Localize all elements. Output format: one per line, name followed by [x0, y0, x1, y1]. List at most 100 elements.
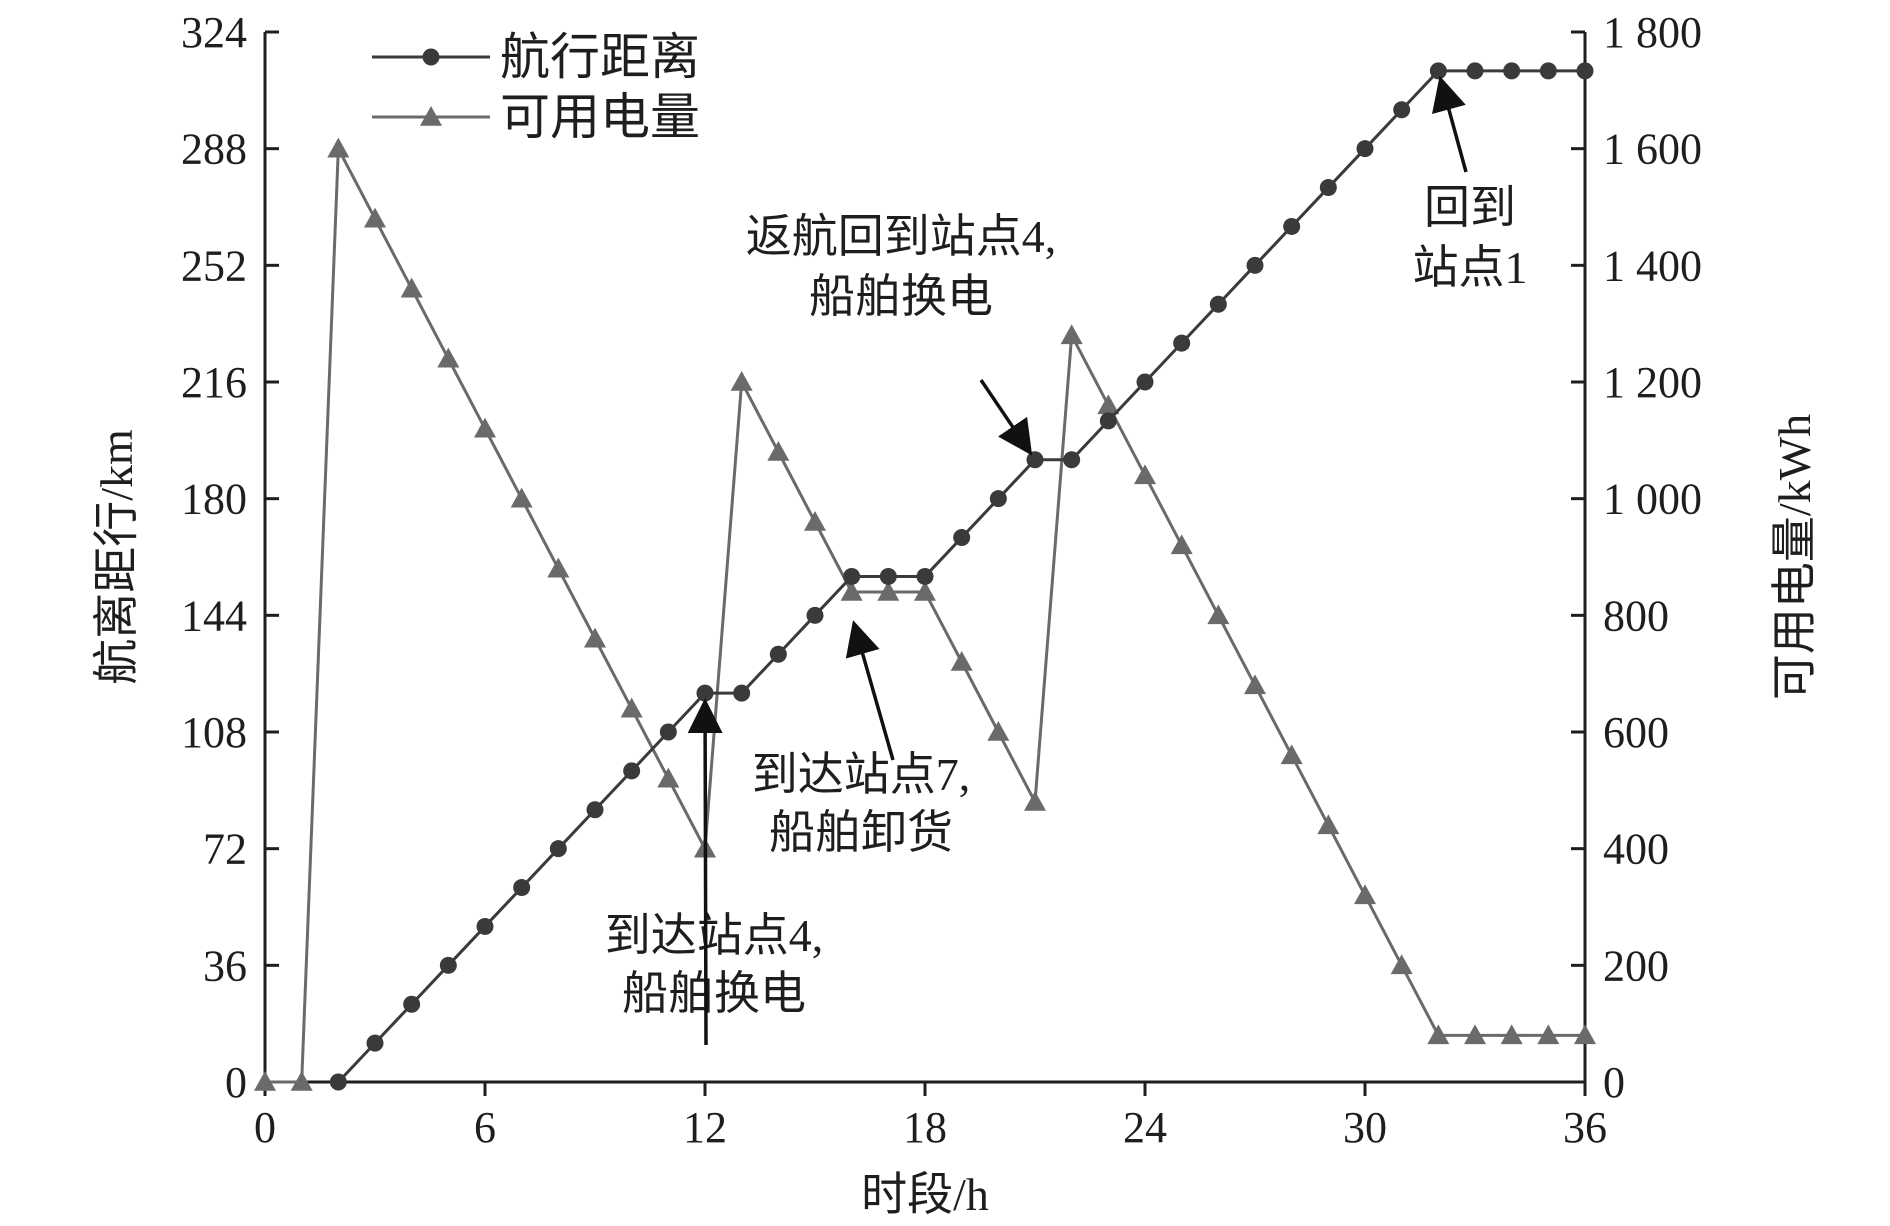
data-point [1283, 217, 1301, 235]
left-y-tick-label: 324 [181, 8, 247, 57]
data-point [1464, 1024, 1486, 1045]
annotation-text: 到达站点7, [752, 749, 971, 800]
data-point [1427, 1024, 1450, 1045]
data-point [547, 557, 570, 578]
data-point [1539, 62, 1557, 80]
series-layer [254, 62, 1596, 1091]
series-distance [329, 62, 1594, 1091]
annotation: 到达站点4, 船舶换电 [605, 698, 824, 1046]
annotation-text: 到达站点4, [605, 910, 824, 961]
left-y-tick-label: 108 [181, 708, 247, 757]
x-tick-label: 18 [903, 1103, 947, 1152]
data-point [1576, 62, 1594, 80]
data-point [953, 529, 971, 547]
data-point [1134, 464, 1156, 485]
data-point [843, 567, 861, 585]
x-tick-label: 12 [683, 1103, 727, 1152]
right-y-tick-label: 0 [1603, 1058, 1625, 1107]
annotation-arrow [1432, 75, 1468, 173]
data-point [403, 995, 421, 1013]
data-point [400, 277, 423, 298]
data-point [916, 567, 934, 585]
legend-marker [422, 48, 440, 66]
annotation-arrow [845, 620, 895, 761]
data-point [366, 1034, 384, 1052]
data-point [364, 207, 386, 228]
data-point [659, 723, 677, 741]
right-y-tick-label: 400 [1603, 825, 1669, 874]
right-y-tick-label: 800 [1603, 591, 1669, 640]
data-point [879, 567, 897, 585]
data-point [584, 627, 606, 648]
axes-layer: 0 6 12 18 24 30 360367210814418021625228832402… [91, 8, 1820, 1220]
left-y-axis-label: 航离距行/km [91, 429, 142, 685]
data-point [1207, 604, 1230, 625]
data-point [1209, 295, 1227, 313]
annotation: 到达站点7, 船舶卸货 [752, 620, 971, 858]
data-point [623, 762, 641, 780]
data-point [1173, 334, 1191, 352]
data-point [1319, 179, 1337, 197]
legend-item: 可用电量 [372, 89, 700, 145]
data-point [1390, 954, 1413, 975]
data-point [1024, 791, 1046, 811]
data-point [1099, 412, 1117, 430]
left-y-tick-label: 0 [225, 1058, 247, 1107]
data-point [437, 347, 460, 368]
data-point [1466, 62, 1484, 80]
annotation: 返航回到站点4, 船舶换电 [746, 211, 1056, 456]
data-point [1574, 1024, 1596, 1045]
data-point [1136, 373, 1154, 391]
data-point [987, 721, 1010, 741]
data-point [806, 606, 824, 624]
data-point [733, 684, 751, 702]
left-y-tick-label: 144 [181, 591, 247, 640]
data-point [1500, 1024, 1523, 1045]
legend-marker [420, 106, 442, 126]
data-point [1060, 324, 1083, 345]
data-point [474, 417, 496, 438]
x-axis-label: 时段/h [861, 1169, 989, 1220]
data-point [1280, 744, 1303, 765]
right-y-tick-label: 1 600 [1603, 125, 1702, 174]
data-point [510, 487, 533, 508]
annotation-text: 站点1 [1413, 242, 1528, 293]
data-point [1170, 534, 1193, 555]
annotation-text: 回到 [1424, 182, 1516, 233]
right-y-tick-label: 1 000 [1603, 475, 1702, 524]
data-point [1354, 884, 1376, 905]
data-point [877, 581, 900, 601]
right-y-tick-label: 1 200 [1603, 358, 1702, 407]
data-point [767, 441, 790, 461]
left-y-tick-label: 72 [203, 825, 247, 874]
data-point [1503, 62, 1521, 80]
right-y-tick-label: 600 [1603, 708, 1669, 757]
data-point [1097, 394, 1120, 415]
left-y-tick-label: 288 [181, 125, 247, 174]
data-point [1393, 101, 1411, 119]
data-point [804, 511, 826, 531]
left-y-tick-label: 216 [181, 358, 247, 407]
right-y-tick-label: 200 [1603, 941, 1669, 990]
x-tick-label: 24 [1123, 1103, 1167, 1152]
legend-label: 航行距离 [500, 29, 700, 85]
data-point [254, 1071, 276, 1091]
data-point [620, 697, 643, 718]
data-point [1537, 1024, 1560, 1045]
data-point [549, 840, 567, 858]
data-point [476, 917, 494, 935]
x-tick-label: 36 [1563, 1103, 1607, 1152]
x-tick-label: 30 [1343, 1103, 1387, 1152]
data-point [657, 767, 680, 788]
data-point [290, 1071, 313, 1091]
data-point [1429, 62, 1447, 80]
data-point [914, 581, 936, 601]
data-point [327, 137, 350, 158]
data-point [329, 1073, 347, 1091]
data-point [1317, 814, 1340, 835]
data-point [730, 371, 753, 391]
data-point [1026, 451, 1044, 469]
